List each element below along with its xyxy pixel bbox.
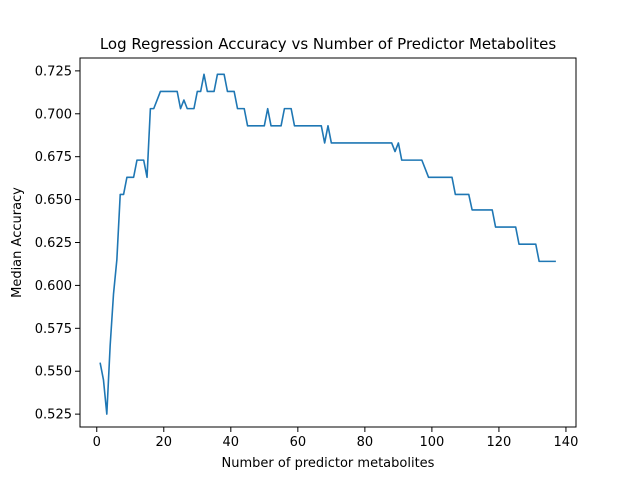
y-tick-label: 0.600 (35, 279, 72, 294)
x-tick-label: 40 (223, 435, 240, 450)
x-tick-label: 20 (156, 435, 173, 450)
y-tick-label: 0.575 (35, 322, 72, 337)
x-tick-label: 120 (487, 435, 512, 450)
y-tick-label: 0.725 (35, 64, 72, 79)
chart-title: Log Regression Accuracy vs Number of Pre… (100, 35, 556, 53)
y-tick-label: 0.650 (35, 193, 72, 208)
x-tick-label: 60 (290, 435, 307, 450)
x-tick-label: 0 (93, 435, 101, 450)
series-line-0 (99, 73, 556, 415)
x-tick-label: 140 (554, 435, 579, 450)
y-axis-ticks: 0.525 0.550 0.575 0.600 0.625 0.650 0.675 0.700… (35, 64, 80, 423)
y-tick-label: 0.550 (35, 365, 72, 380)
x-tick-label: 100 (419, 435, 444, 450)
y-tick-label: 0.675 (35, 150, 72, 165)
plot-area (99, 73, 556, 415)
y-tick-label: 0.525 (35, 408, 72, 423)
x-tick-label: 80 (357, 435, 374, 450)
x-axis-label: Number of predictor metabolites (222, 456, 435, 471)
y-tick-label: 0.700 (35, 107, 72, 122)
plot-frame (79, 57, 577, 428)
y-tick-label: 0.625 (35, 236, 72, 251)
y-axis-label: Median Accuracy (10, 187, 25, 298)
x-axis-ticks: 0 20 40 60 80 100 120 140 (93, 427, 579, 450)
